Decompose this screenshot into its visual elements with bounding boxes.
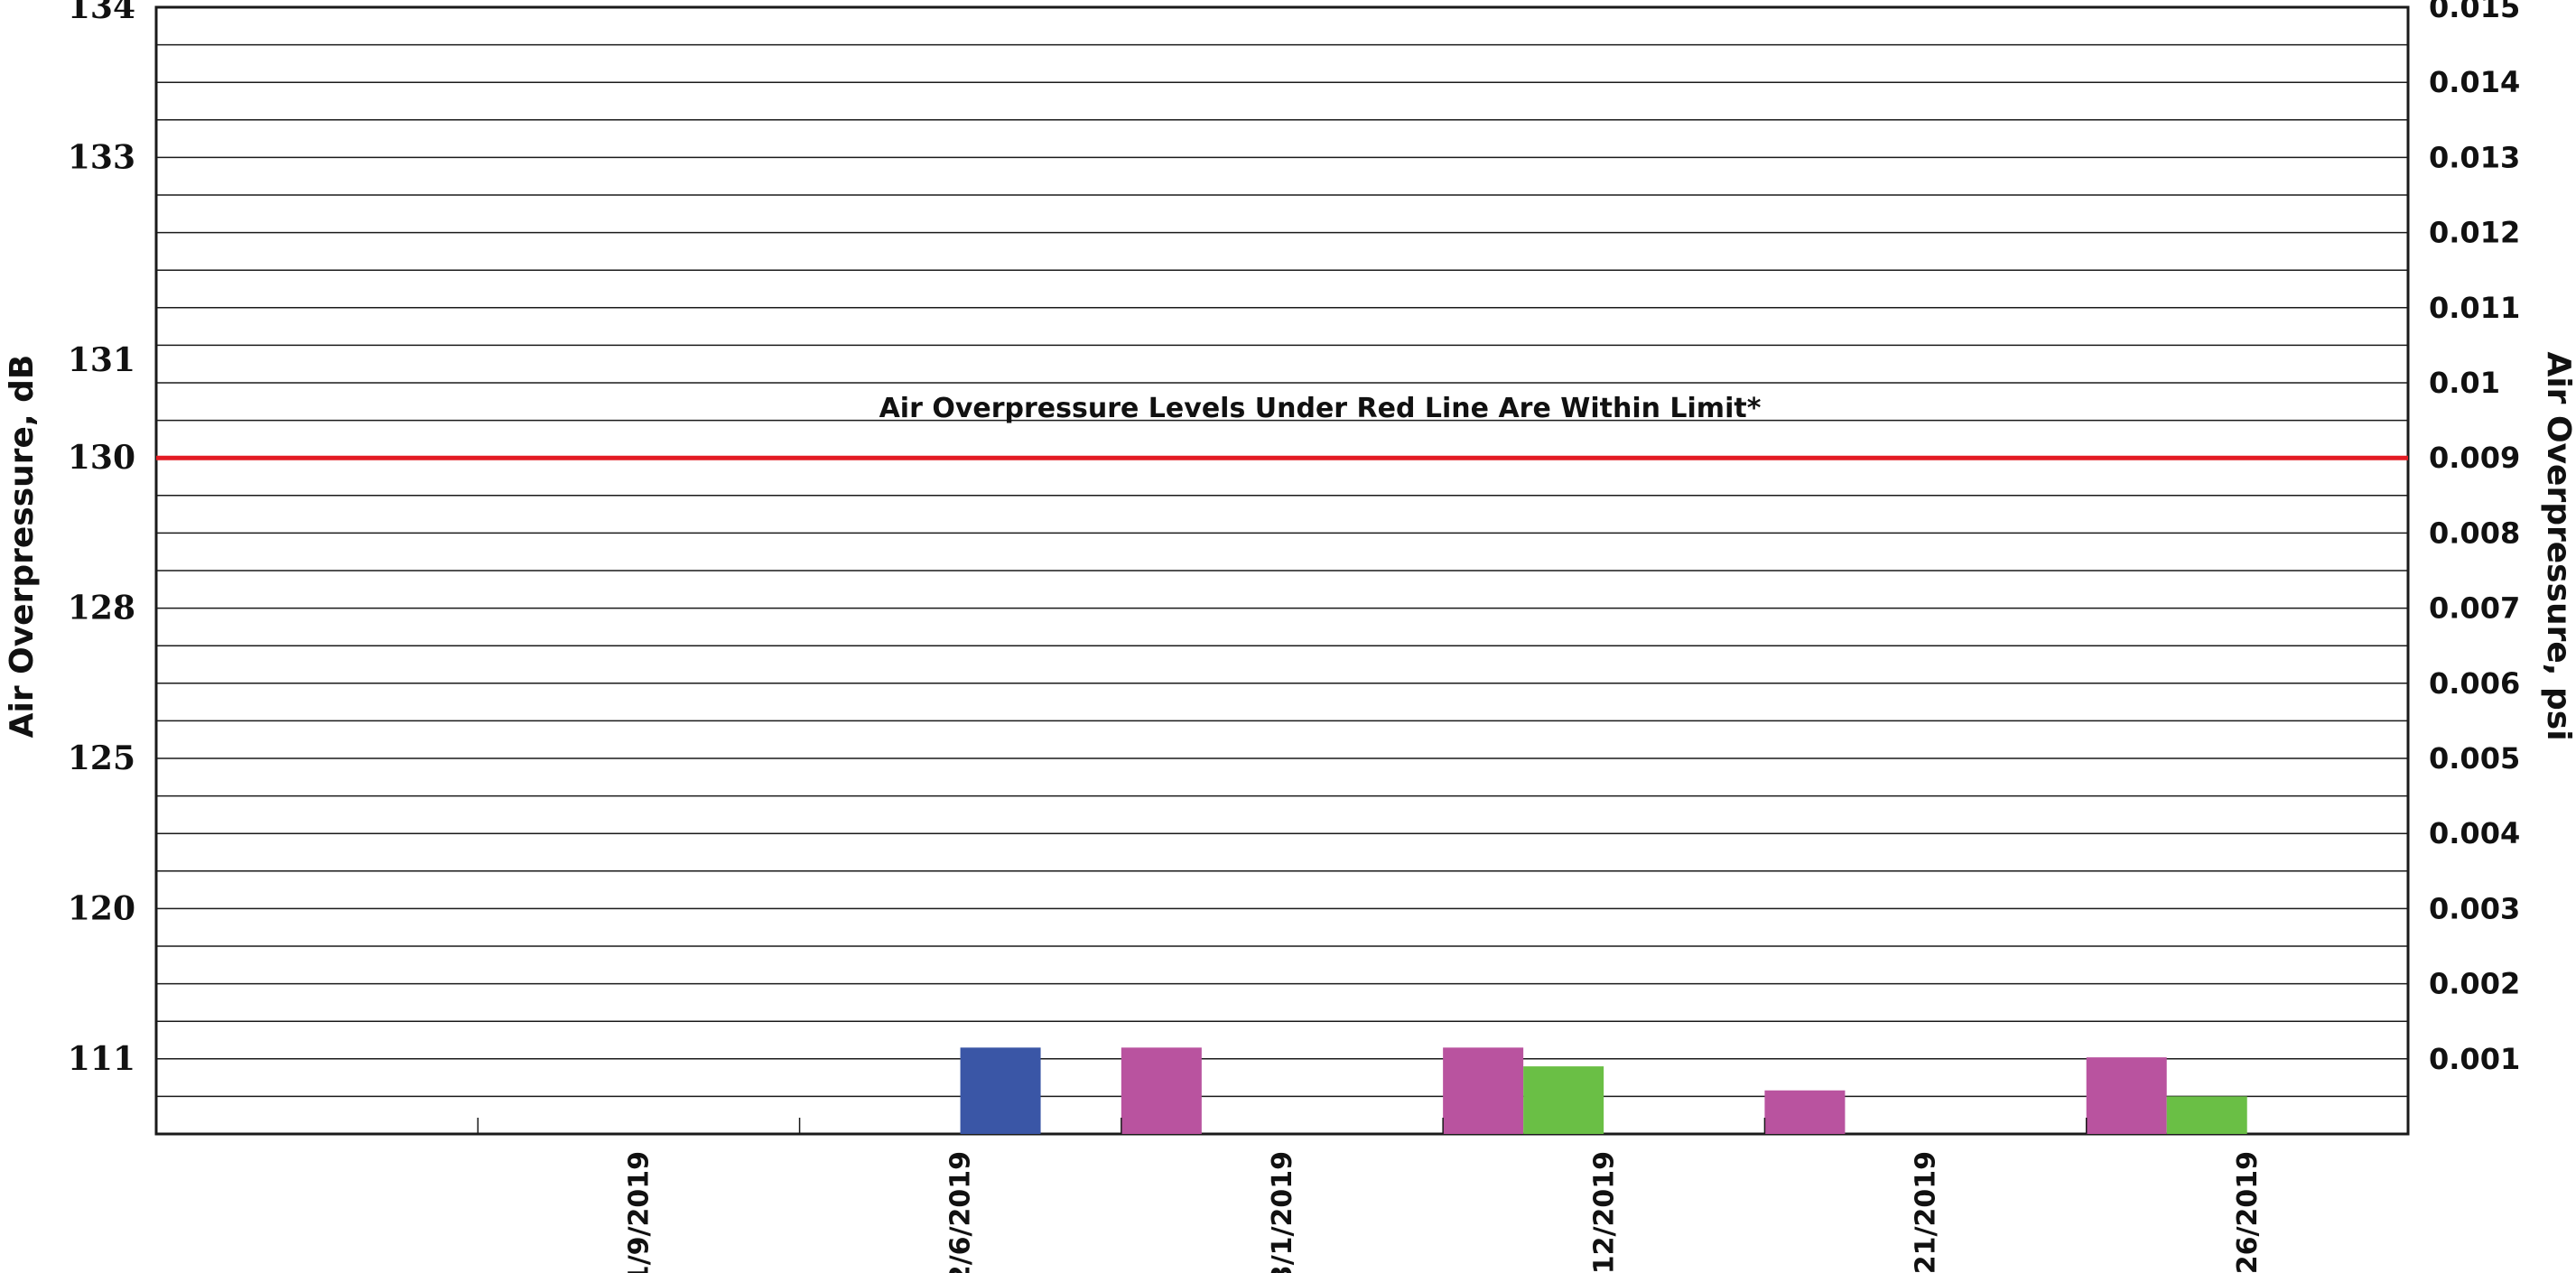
category-labels: 1/9/2019 2/6/2019 3/1/2019 3/12/2019 3/21/20… [623, 1151, 2263, 1273]
left-tick-label: 125 [68, 739, 135, 777]
bars [961, 1047, 2247, 1134]
right-tick-label: 0.013 [2429, 140, 2520, 174]
y-axis-label-left: Air Overpressure, dB [4, 355, 41, 739]
bar-magenta [1121, 1047, 1202, 1134]
category-label: 3/21/2019 [1911, 1151, 1942, 1273]
right-tick-label: 0.006 [2429, 666, 2520, 701]
right-tick-label: 0.014 [2429, 65, 2520, 99]
right-tick-label: 0.004 [2429, 816, 2520, 850]
right-tick-label: 0.01 [2429, 366, 2500, 400]
gridlines [156, 45, 2408, 1097]
left-tick-label: 134 [68, 0, 135, 26]
bar-magenta [1443, 1047, 1523, 1134]
right-tick-label: 0.012 [2429, 216, 2520, 250]
left-tick-label: 130 [68, 439, 135, 477]
right-tick-label: 0.008 [2429, 516, 2520, 550]
left-axis-ticks: 134 133 131 130 128 125 120 111 [68, 0, 135, 1078]
category-label: 3/12/2019 [1588, 1151, 1620, 1273]
right-axis-ticks: 0.015 0.014 0.013 0.012 0.011 0.01 0.009 0.008 0… [2429, 0, 2520, 1076]
right-tick-label: 0.009 [2429, 441, 2520, 475]
right-tick-label: 0.015 [2429, 0, 2520, 24]
left-tick-label: 111 [68, 1040, 135, 1078]
bar-green [2167, 1096, 2247, 1134]
bar-magenta [2087, 1057, 2167, 1134]
bar-blue [961, 1047, 1041, 1134]
x-ticks [478, 1118, 2086, 1134]
annotation: Air Overpressure Levels Under Red Line A… [879, 393, 1762, 424]
category-label: 2/6/2019 [945, 1151, 977, 1273]
right-tick-label: 0.003 [2429, 891, 2520, 925]
category-label: 3/1/2019 [1267, 1151, 1298, 1273]
left-tick-label: 131 [68, 341, 135, 379]
left-tick-label: 128 [68, 590, 135, 627]
right-tick-label: 0.005 [2429, 741, 2520, 776]
right-tick-label: 0.011 [2429, 291, 2520, 325]
right-tick-label: 0.007 [2429, 591, 2520, 626]
bar-magenta [1764, 1091, 1845, 1134]
category-label: 1/9/2019 [623, 1151, 655, 1273]
left-tick-label: 133 [68, 138, 135, 176]
category-label: 3/26/2019 [2232, 1151, 2264, 1273]
left-tick-label: 120 [68, 889, 135, 927]
y-axis-label-right: Air Overpressure, psi [2540, 351, 2576, 740]
right-tick-label: 0.001 [2429, 1042, 2520, 1076]
bar-green [1523, 1066, 1604, 1134]
right-tick-label: 0.002 [2429, 967, 2520, 1001]
